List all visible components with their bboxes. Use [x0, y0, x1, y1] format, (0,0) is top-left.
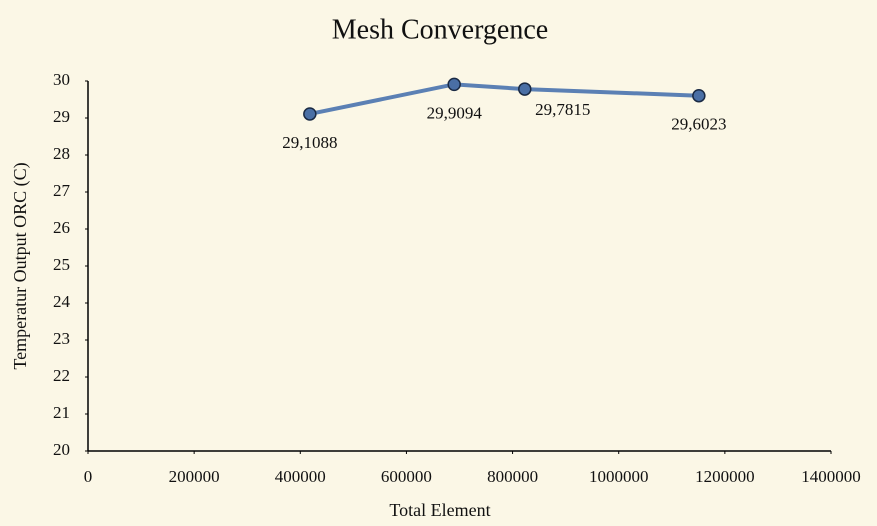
point — [448, 78, 460, 90]
page: {"chart_data": {"type": "line", "title":… — [0, 0, 877, 526]
y-tick-label: 27 — [53, 181, 71, 200]
x-tick-label: 0 — [84, 467, 93, 486]
x-tick-label: 600000 — [381, 467, 432, 486]
data-label: 29,1088 — [282, 133, 337, 152]
y-tick-label: 23 — [53, 329, 70, 348]
y-tick-label: 24 — [53, 292, 71, 311]
x-tick-label: 800000 — [487, 467, 538, 486]
y-tick-label: 22 — [53, 366, 70, 385]
chart: Mesh Convergence Total Element Temperatu… — [0, 0, 877, 526]
x-tick-label: 200000 — [169, 467, 220, 486]
point — [519, 83, 531, 95]
y-tick-label: 30 — [53, 70, 70, 89]
x-tick-label: 1000000 — [589, 467, 649, 486]
data-label: 29,7815 — [535, 100, 590, 119]
point — [693, 90, 705, 102]
y-tick-label: 29 — [53, 107, 70, 126]
chart-title: Mesh Convergence — [332, 14, 548, 45]
y-tick-label: 21 — [53, 403, 70, 422]
x-tick-label: 400000 — [275, 467, 326, 486]
series-line — [310, 84, 699, 114]
x-tick-label: 1400000 — [801, 467, 861, 486]
data-label: 29,9094 — [427, 103, 483, 122]
y-tick-label: 20 — [53, 440, 70, 459]
x-tick-label: 1200000 — [695, 467, 755, 486]
x-axis-title: Total Element — [389, 500, 490, 520]
y-tick-label: 26 — [53, 218, 70, 237]
y-tick-label: 25 — [53, 255, 70, 274]
y-tick-label: 28 — [53, 144, 70, 163]
data-label: 29,6023 — [671, 115, 726, 134]
point — [304, 108, 316, 120]
y-axis-title: Temperatur Output ORC (C) — [10, 162, 31, 369]
